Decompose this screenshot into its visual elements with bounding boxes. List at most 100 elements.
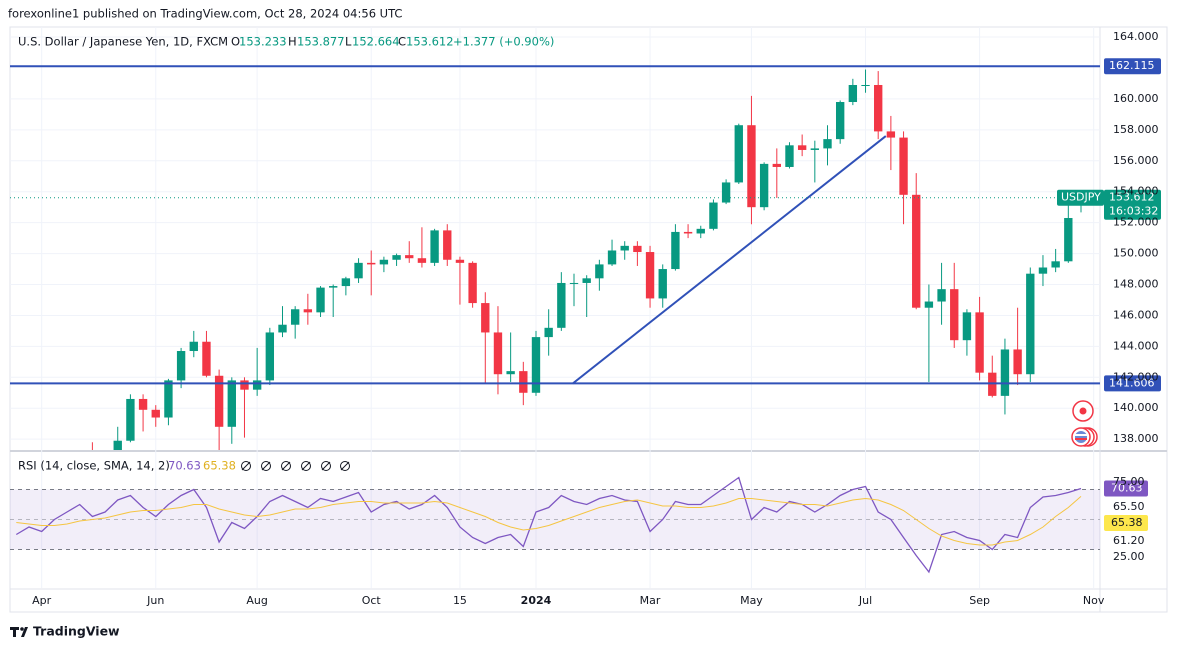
rsi-tag: 70.63 — [1111, 482, 1143, 495]
candle-body — [557, 282, 566, 328]
ohlc-value: 153.233 — [239, 35, 287, 49]
rsi-line — [15, 476, 1082, 574]
candle-body — [290, 309, 300, 325]
countdown: 16:03:32 — [1109, 205, 1158, 218]
candle-body — [164, 380, 173, 418]
candle-body — [138, 398, 148, 410]
axes: 138.000 140.000 142.000 144.000 146.000 148.0… — [32, 30, 1158, 607]
ohlc-key: H — [288, 35, 297, 49]
rsi-band-label: 65.50 — [1113, 500, 1145, 513]
y-tick-label: 156.000 — [1113, 154, 1159, 167]
candle-body — [481, 303, 490, 333]
candle-body — [405, 255, 414, 259]
candle-body — [874, 84, 883, 132]
candle-body — [912, 194, 921, 308]
footer-logo — [10, 627, 28, 637]
x-tick-label: 2024 — [521, 594, 552, 607]
candle-body — [519, 371, 528, 393]
y-tick-label: 140.000 — [1113, 401, 1159, 414]
candle-body — [962, 312, 972, 341]
candle-body — [861, 84, 870, 86]
candle-body — [303, 309, 313, 313]
candle-body — [1038, 267, 1048, 274]
candle-body — [544, 327, 553, 338]
event-icons — [1071, 400, 1098, 447]
x-tick-label: Oct — [362, 594, 382, 607]
candle-body — [126, 398, 135, 441]
candle-body — [1000, 349, 1010, 396]
candle-body — [595, 264, 604, 279]
candle-body — [1064, 218, 1073, 262]
candle-body — [1026, 273, 1035, 375]
rsi-sma-tag-bg — [1104, 515, 1148, 531]
candle-body — [531, 337, 541, 393]
symbol-tag-bg — [1057, 189, 1104, 206]
candle-body — [189, 341, 198, 352]
ohlc-value: 153.877 — [297, 35, 345, 49]
candle-body — [937, 289, 946, 302]
candle-body — [506, 371, 515, 375]
candle-body — [810, 148, 820, 150]
candle-body — [240, 380, 249, 390]
candle-body — [430, 230, 439, 263]
level-tag — [1104, 58, 1161, 75]
candle-body — [975, 312, 984, 373]
y-tick-label: 144.000 — [1113, 339, 1159, 352]
x-tick-label: Nov — [1083, 594, 1105, 607]
candle-body — [835, 102, 845, 140]
candle-body — [658, 269, 667, 299]
candle-body — [747, 125, 756, 208]
candle-body — [924, 301, 934, 308]
candle-body — [214, 375, 224, 427]
symbol-tag: USDJPY — [1061, 191, 1101, 204]
candle-body — [823, 139, 832, 149]
candle-body — [316, 287, 325, 313]
rsi-tick-label: 75.00 — [1113, 475, 1145, 488]
price-tag: 153.612 — [1109, 191, 1155, 204]
candle-body — [772, 163, 781, 167]
y-tick-label: 146.000 — [1113, 308, 1159, 321]
candle-body — [633, 245, 642, 253]
rsi-tick-label: 25.00 — [1113, 550, 1145, 563]
candle-body — [151, 409, 160, 418]
candles — [91, 69, 1086, 450]
candle-body — [202, 341, 211, 376]
candle-body — [950, 289, 959, 341]
rsi-sma-value: 65.38 — [203, 459, 236, 473]
candle-body — [785, 145, 794, 167]
candle-body — [1051, 261, 1060, 268]
rsi-value: 70.63 — [168, 459, 201, 473]
indicator-icons — [241, 461, 350, 471]
candle-body — [252, 380, 262, 390]
candle-body — [341, 278, 351, 287]
candle-body — [417, 258, 427, 263]
candle-body — [709, 202, 718, 229]
y-tick-label: 164.000 — [1113, 30, 1159, 43]
y-tick-label: 160.000 — [1113, 92, 1159, 105]
x-tick-label: May — [740, 594, 763, 607]
candle-body — [354, 262, 363, 279]
candle-body — [392, 255, 401, 260]
y-tick-label: 158.000 — [1113, 123, 1159, 136]
x-tick-label: Jun — [146, 594, 164, 607]
ohlc-key: O — [231, 35, 240, 49]
x-tick-label: Aug — [246, 594, 267, 607]
published-note: forexonline1 published on TradingView.co… — [8, 7, 402, 21]
candle-body — [645, 252, 655, 299]
x-tick-label: Mar — [640, 594, 661, 607]
candle-body — [620, 245, 629, 251]
candle-body — [227, 380, 236, 427]
x-tick-label: Apr — [32, 594, 52, 607]
x-tick-label: Jul — [858, 594, 872, 607]
y-tick-label: 154.000 — [1113, 185, 1159, 198]
candle-body — [329, 286, 338, 288]
candle-body — [582, 278, 591, 283]
candle-body — [683, 231, 693, 234]
candle-body — [721, 182, 731, 203]
candle-body — [759, 163, 769, 208]
ohlc-value: 152.664 — [352, 35, 400, 49]
candle-body — [848, 84, 858, 103]
y-tick-label: 148.000 — [1113, 278, 1159, 291]
